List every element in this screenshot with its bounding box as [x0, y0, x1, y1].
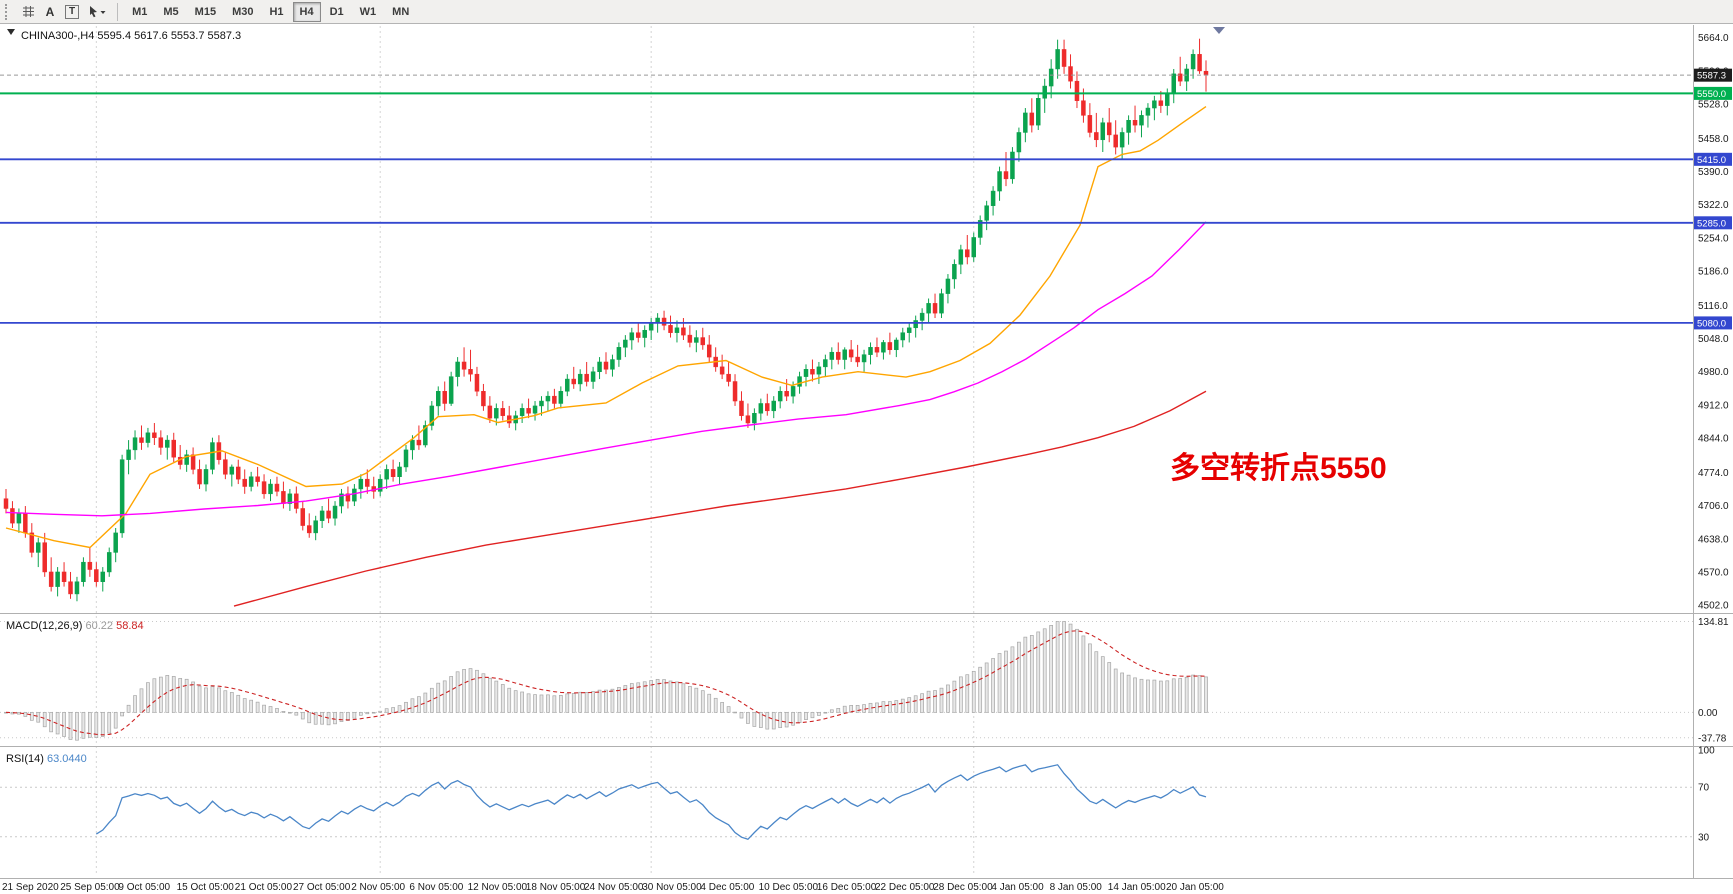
svg-text:4774.0: 4774.0	[1698, 468, 1729, 479]
month-separators	[95, 26, 975, 876]
toolbar-separator	[117, 2, 119, 21]
svg-text:8 Jan 05:00: 8 Jan 05:00	[1050, 882, 1103, 893]
chart-title: CHINA300-,H4 5595.4 5617.6 5553.7 5587.3	[7, 29, 241, 42]
svg-text:27 Oct 05:00: 27 Oct 05:00	[293, 882, 351, 893]
price-tag-5550: 5550.0	[1694, 86, 1732, 100]
svg-text:14 Jan 05:00: 14 Jan 05:00	[1108, 882, 1166, 893]
svg-text:5390.0: 5390.0	[1698, 167, 1729, 178]
svg-text:5587.3: 5587.3	[1697, 71, 1726, 82]
svg-text:5048.0: 5048.0	[1698, 334, 1729, 345]
horizontal-lines	[0, 74, 1693, 324]
macd-pane: MACD(12,26,9) 60.22 58.84 134.81 0.00 -37.7…	[0, 617, 1729, 744]
svg-text:9 Oct 05:00: 9 Oct 05:00	[118, 882, 170, 893]
svg-text:4912.0: 4912.0	[1698, 400, 1729, 411]
svg-text:28 Dec 05:00: 28 Dec 05:00	[933, 882, 993, 893]
timeframe-button-d1[interactable]: D1	[323, 2, 351, 22]
rsi-line	[95, 764, 1207, 841]
price-tag-5080: 5080.0	[1694, 316, 1732, 330]
svg-text:30 Nov 05:00: 30 Nov 05:00	[642, 882, 702, 893]
macd-label: MACD(12,26,9) 60.22 58.84	[6, 620, 144, 632]
time-scale[interactable]: 21 Sep 2020 25 Sep 05:009 Oct 05:00 15 Oct…	[2, 882, 1224, 893]
annotation-text[interactable]: 多空转折点5550	[1170, 452, 1387, 485]
chart-window: 5664.05596.05528.05458.05390.05322.05254…	[0, 24, 1733, 894]
rsi-pane: RSI(14) 63.0440 100 70 30	[0, 746, 1715, 843]
arrows-tool-button[interactable]	[83, 2, 111, 22]
svg-text:5254.0: 5254.0	[1698, 233, 1729, 244]
svg-text:-37.78: -37.78	[1698, 733, 1727, 744]
price-scale[interactable]: 5664.05596.05528.05458.05390.05322.05254…	[1694, 33, 1732, 612]
svg-text:5550.0: 5550.0	[1697, 89, 1726, 100]
arrow-cursor-icon	[90, 6, 98, 18]
svg-text:100: 100	[1698, 746, 1715, 757]
svg-text:22 Dec 05:00: 22 Dec 05:00	[875, 882, 935, 893]
svg-text:15 Oct 05:00: 15 Oct 05:00	[177, 882, 235, 893]
svg-text:4706.0: 4706.0	[1698, 501, 1729, 512]
svg-text:0.00: 0.00	[1698, 708, 1718, 719]
ma-fast-line[interactable]	[5, 106, 1207, 549]
svg-text:5322.0: 5322.0	[1698, 200, 1729, 211]
grid-tool-button[interactable]	[17, 2, 39, 22]
ma-slow-line[interactable]	[233, 390, 1207, 607]
toolbar: A T M1 M5 M15 M30 H1 H4 D1 W1 MN	[0, 0, 1733, 24]
svg-text:2 Nov 05:00: 2 Nov 05:00	[351, 882, 405, 893]
timeframe-button-m5[interactable]: M5	[156, 2, 185, 22]
svg-text:21 Oct 05:00: 21 Oct 05:00	[235, 882, 293, 893]
svg-text:5528.0: 5528.0	[1698, 100, 1729, 111]
svg-text:24 Nov 05:00: 24 Nov 05:00	[584, 882, 644, 893]
svg-text:10 Dec 05:00: 10 Dec 05:00	[759, 882, 819, 893]
svg-text:5664.0: 5664.0	[1698, 33, 1729, 44]
svg-text:134.81: 134.81	[1698, 617, 1729, 628]
svg-text:4844.0: 4844.0	[1698, 434, 1729, 445]
svg-text:4638.0: 4638.0	[1698, 534, 1729, 545]
timeframe-button-m1[interactable]: M1	[125, 2, 154, 22]
timeframe-group: M1 M5 M15 M30 H1 H4 D1 W1 MN	[124, 1, 417, 22]
svg-text:4 Jan 05:00: 4 Jan 05:00	[991, 882, 1044, 893]
svg-text:12 Nov 05:00: 12 Nov 05:00	[468, 882, 528, 893]
rsi-label: RSI(14) 63.0440	[6, 753, 87, 765]
price-tag-5415: 5415.0	[1694, 152, 1732, 166]
timeframe-button-m15[interactable]: M15	[188, 2, 223, 22]
svg-text:30: 30	[1698, 832, 1710, 843]
svg-text:20 Jan 05:00: 20 Jan 05:00	[1166, 882, 1224, 893]
price-tag-5285: 5285.0	[1694, 216, 1732, 230]
svg-text:4 Dec 05:00: 4 Dec 05:00	[700, 882, 754, 893]
chart-menu-icon	[7, 29, 15, 35]
ma-medium-line[interactable]	[5, 221, 1207, 517]
timeframe-button-h1[interactable]: H1	[262, 2, 290, 22]
grid-icon	[22, 6, 34, 17]
chevron-down-icon	[100, 11, 106, 14]
svg-text:5415.0: 5415.0	[1697, 155, 1726, 166]
svg-text:25 Sep 05:00: 25 Sep 05:00	[60, 882, 120, 893]
svg-text:5458.0: 5458.0	[1698, 134, 1729, 145]
label-tool-label: T	[65, 4, 80, 19]
timeframe-button-w1[interactable]: W1	[353, 2, 384, 22]
svg-text:4502.0: 4502.0	[1698, 601, 1729, 612]
macd-signal-line	[5, 630, 1207, 736]
text-tool-label: A	[45, 4, 55, 19]
svg-text:5116.0: 5116.0	[1698, 301, 1728, 312]
svg-text:4570.0: 4570.0	[1698, 567, 1729, 578]
svg-text:6 Nov 05:00: 6 Nov 05:00	[409, 882, 463, 893]
svg-text:4980.0: 4980.0	[1698, 367, 1729, 378]
pane-borders	[0, 25, 1733, 879]
timeframe-button-mn[interactable]: MN	[385, 2, 416, 22]
svg-text:5080.0: 5080.0	[1697, 318, 1726, 329]
svg-text:5285.0: 5285.0	[1697, 218, 1726, 229]
svg-text:70: 70	[1698, 783, 1710, 794]
svg-text:18 Nov 05:00: 18 Nov 05:00	[526, 882, 586, 893]
moving-averages	[5, 106, 1207, 607]
svg-text:5186.0: 5186.0	[1698, 267, 1729, 278]
label-tool-button[interactable]: T	[61, 2, 83, 22]
svg-text:16 Dec 05:00: 16 Dec 05:00	[817, 882, 877, 893]
toolbar-grip[interactable]	[5, 3, 11, 20]
svg-text:CHINA300-,H4 5595.4 5617.6 55: CHINA300-,H4 5595.4 5617.6 5553.7 5587.3	[21, 30, 241, 42]
timeframe-button-h4[interactable]: H4	[292, 1, 321, 22]
bid-price-tag: 5587.3	[1694, 68, 1732, 82]
svg-text:21 Sep 2020: 21 Sep 2020	[2, 882, 59, 893]
chart-shift-marker-icon[interactable]	[1213, 27, 1225, 34]
candlestick-series	[3, 38, 1209, 602]
timeframe-button-m30[interactable]: M30	[225, 2, 260, 22]
text-tool-button[interactable]: A	[39, 2, 61, 22]
trading-chart: 5664.05596.05528.05458.05390.05322.05254…	[0, 25, 1733, 893]
